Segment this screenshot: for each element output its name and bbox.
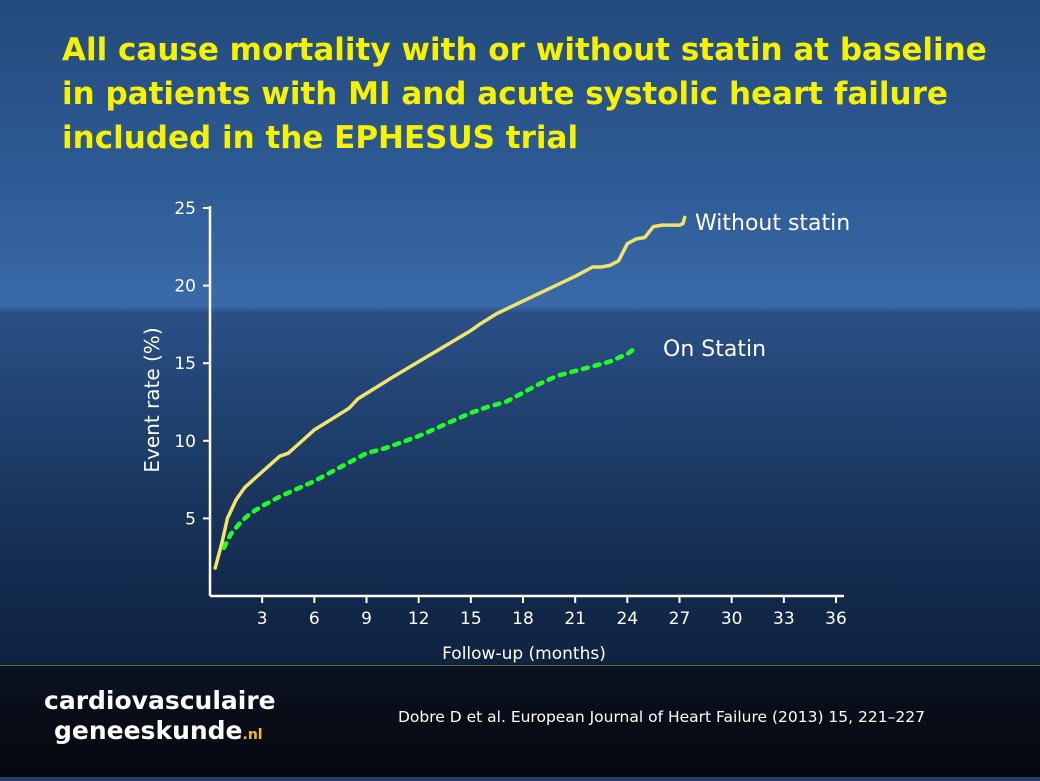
- x-tick-label: 24: [617, 609, 639, 629]
- series-label-without-statin: Without statin: [695, 211, 850, 236]
- series-line-without-statin: [213, 215, 687, 570]
- chart-axes: [208, 206, 844, 598]
- logo-line-2: geneeskunde.nl: [54, 716, 276, 750]
- y-tick-label: 15: [174, 354, 196, 374]
- series-label-on-statin: On Statin: [663, 337, 766, 362]
- logo-suffix: .nl: [242, 727, 263, 743]
- x-tick-label: 30: [721, 609, 743, 629]
- series-line-on-statin: [221, 345, 639, 551]
- site-logo[interactable]: cardiovasculaire geneeskunde.nl: [44, 686, 276, 750]
- y-tick-label: 25: [174, 199, 196, 219]
- x-axis-label: Follow-up (months): [442, 644, 606, 664]
- y-tick-label: 20: [174, 277, 196, 297]
- x-tick-label: 6: [309, 609, 320, 629]
- citation: Dobre D et al. European Journal of Heart…: [398, 708, 925, 726]
- x-tick-label: 33: [773, 609, 795, 629]
- footer-divider: [0, 777, 1040, 781]
- logo-word: geneeskunde: [54, 716, 243, 745]
- logo-line-1: cardiovasculaire: [44, 686, 276, 715]
- chart-series: [213, 215, 687, 570]
- slide-background: [0, 0, 1040, 665]
- y-tick-label: 5: [185, 509, 196, 529]
- y-axis-label: Event rate (%): [140, 327, 164, 472]
- x-tick-label: 12: [408, 609, 430, 629]
- x-tick-label: 21: [564, 609, 586, 629]
- x-tick-label: 36: [825, 609, 847, 629]
- x-tick-label: 15: [460, 609, 482, 629]
- footer: cardiovasculaire geneeskunde.nl Dobre D …: [0, 665, 1040, 781]
- x-tick-label: 9: [361, 609, 372, 629]
- x-tick-label: 18: [512, 609, 534, 629]
- x-tick-label: 3: [257, 609, 268, 629]
- x-tick-label: 27: [669, 609, 691, 629]
- slide-title: All cause mortality with or without stat…: [62, 32, 987, 156]
- y-tick-label: 10: [174, 432, 196, 452]
